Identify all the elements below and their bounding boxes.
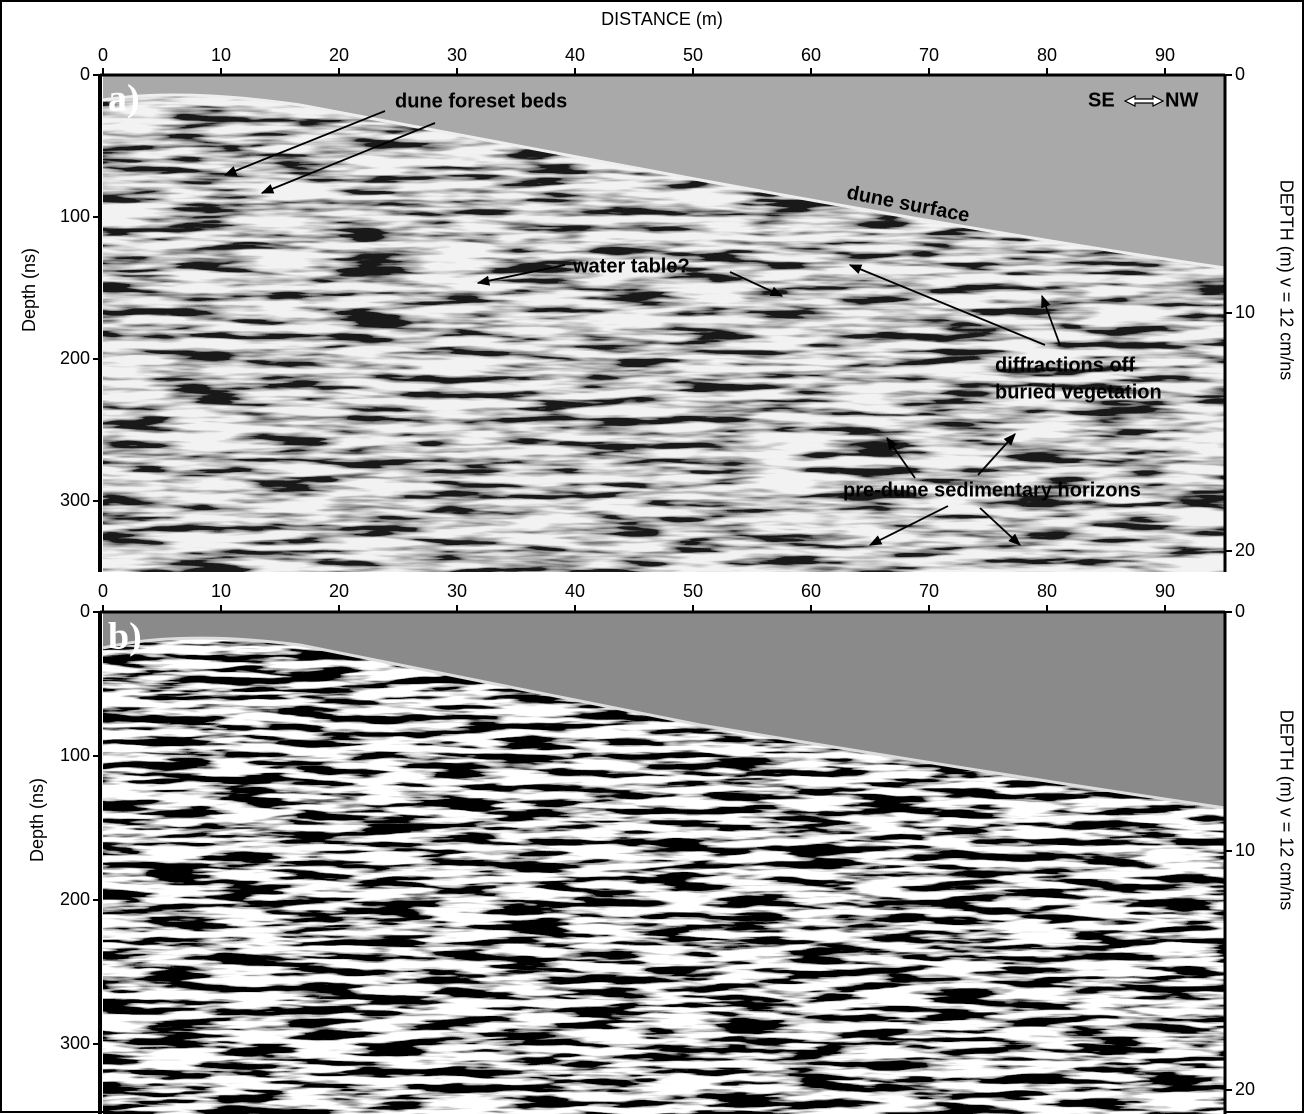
x-tick-label: 80 bbox=[1037, 581, 1057, 601]
x-axis-title: DISTANCE (m) bbox=[601, 9, 723, 29]
annotation: pre-dune sedimentary horizons bbox=[843, 479, 1141, 501]
x-tick-label: 30 bbox=[447, 45, 467, 65]
annotation: NW bbox=[1165, 89, 1198, 111]
y-tick-label: 300 bbox=[60, 1033, 90, 1053]
x-tick-label: 90 bbox=[1155, 581, 1175, 601]
y-axis-title: Depth (ns) bbox=[19, 248, 39, 332]
x-tick-label: 50 bbox=[683, 45, 703, 65]
y2-tick-label: 0 bbox=[1235, 601, 1245, 621]
panel-label: b) bbox=[108, 616, 142, 658]
y-tick-label: 0 bbox=[80, 601, 90, 621]
y2-axis-title: DEPTH (m) v = 12 cm/ns bbox=[1276, 710, 1296, 911]
y2-tick-label: 20 bbox=[1235, 540, 1255, 560]
y2-tick-label: 0 bbox=[1235, 64, 1245, 84]
x-tick-label: 70 bbox=[919, 581, 939, 601]
y-tick-label: 300 bbox=[60, 490, 90, 510]
y2-axis-title: DEPTH (m) v = 12 cm/ns bbox=[1276, 180, 1296, 381]
x-tick-label: 20 bbox=[329, 581, 349, 601]
annotation: SE bbox=[1088, 89, 1115, 111]
y2-tick-label: 10 bbox=[1235, 840, 1255, 860]
x-tick-label: 80 bbox=[1037, 45, 1057, 65]
x-tick-label: 20 bbox=[329, 45, 349, 65]
x-tick-label: 40 bbox=[565, 581, 585, 601]
y-tick-label: 100 bbox=[60, 206, 90, 226]
x-tick-label: 10 bbox=[211, 45, 231, 65]
y-tick-label: 100 bbox=[60, 745, 90, 765]
y2-tick-label: 20 bbox=[1235, 1079, 1255, 1099]
x-tick-label: 60 bbox=[801, 581, 821, 601]
panel-label: a) bbox=[108, 78, 140, 120]
y-axis-title: Depth (ns) bbox=[27, 778, 47, 862]
x-tick-label: 40 bbox=[565, 45, 585, 65]
x-tick-label: 50 bbox=[683, 581, 703, 601]
y-tick-label: 0 bbox=[80, 64, 90, 84]
y-tick-label: 200 bbox=[60, 348, 90, 368]
x-tick-label: 10 bbox=[211, 581, 231, 601]
figure: DISTANCE (m) a) b) dune foreset beds SE … bbox=[0, 0, 1305, 1114]
annotation: buried vegetation bbox=[995, 381, 1162, 403]
x-tick-label: 0 bbox=[98, 45, 108, 65]
x-tick-label: 70 bbox=[919, 45, 939, 65]
annotation: diffractions off bbox=[995, 354, 1135, 376]
x-tick-label: 0 bbox=[98, 581, 108, 601]
y-tick-label: 200 bbox=[60, 889, 90, 909]
annotation: dune foreset beds bbox=[395, 90, 567, 112]
x-tick-label: 30 bbox=[447, 581, 467, 601]
annotation: water table? bbox=[572, 255, 690, 277]
y2-tick-label: 10 bbox=[1235, 302, 1255, 322]
x-tick-label: 90 bbox=[1155, 45, 1175, 65]
x-tick-label: 60 bbox=[801, 45, 821, 65]
